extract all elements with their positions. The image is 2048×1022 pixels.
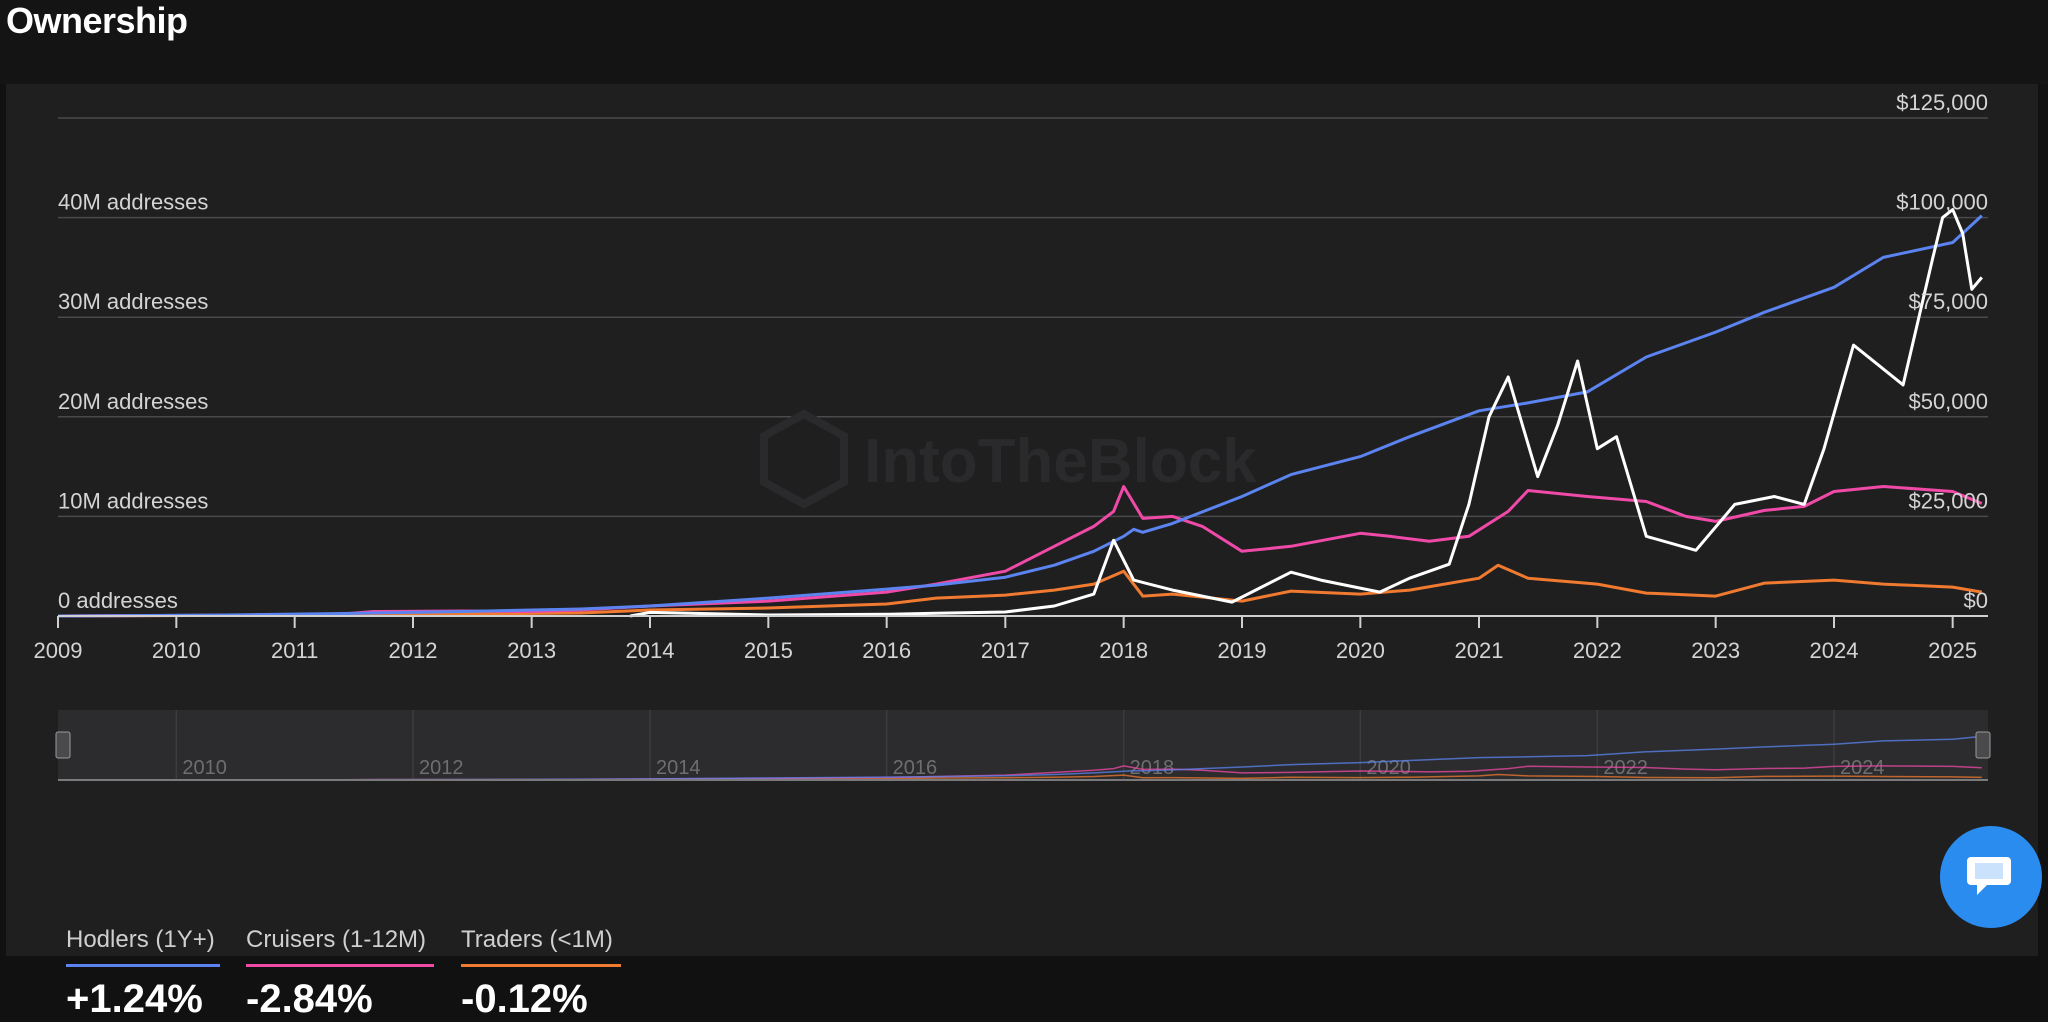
- navigator-tick-label: 2012: [419, 757, 464, 779]
- x-tick-label: 2011: [271, 638, 318, 663]
- x-tick-label: 2018: [1099, 638, 1148, 663]
- x-tick-label: 2019: [1218, 638, 1267, 663]
- ownership-chart: IntoTheBlock $0 $25,000 $50,000 $75,000 $100…: [34, 90, 1991, 781]
- navigator-tick-label: 2010: [182, 757, 227, 779]
- page-title: Ownership: [6, 0, 188, 41]
- legend-item-cruisers[interactable]: Cruisers (1-12M) -2.84%: [246, 926, 434, 1022]
- series-line-price: [629, 208, 1983, 618]
- y-right-tick-label: $125,000: [1896, 90, 1988, 115]
- watermark-text: IntoTheBlock: [864, 427, 1257, 496]
- legend-line: [461, 964, 621, 967]
- x-tick-label: 2010: [152, 638, 201, 663]
- legend-label: Hodlers (1Y+): [66, 926, 215, 953]
- watermark-logo-icon: [760, 409, 848, 509]
- legend-change: +1.24%: [66, 977, 203, 1021]
- y-left-tick-label: 0 addresses: [58, 588, 178, 613]
- navigator-tick-label: 2018: [1130, 757, 1175, 779]
- x-tick-label: 2012: [389, 638, 438, 663]
- x-tick-label: 2017: [981, 638, 1030, 663]
- chart-panel: IntoTheBlock $0 $25,000 $50,000 $75,000 $100…: [6, 84, 2038, 1021]
- x-tick-label: 2023: [1691, 638, 1740, 663]
- navigator-tick-label: 2024: [1840, 757, 1885, 779]
- navigator-right-handle[interactable]: [1975, 731, 1991, 759]
- chat-bubble-icon: [1967, 857, 2011, 895]
- navigator-series-line: [57, 735, 1982, 781]
- legend-item-hodlers[interactable]: Hodlers (1Y+) +1.24%: [66, 926, 220, 1022]
- x-tick-label: 2016: [862, 638, 911, 663]
- chat-button[interactable]: [1940, 826, 2042, 928]
- y-right-tick-label: $25,000: [1908, 488, 1988, 513]
- navigator-left-handle[interactable]: [55, 731, 71, 759]
- y-left-tick-label: 30M addresses: [58, 289, 208, 314]
- x-tick-label: 2020: [1336, 638, 1385, 663]
- legend-label: Traders (<1M): [461, 926, 613, 953]
- legend-label: Cruisers (1-12M): [246, 926, 427, 953]
- x-tick-label: 2013: [507, 638, 556, 663]
- legend-change: -0.12%: [461, 977, 588, 1021]
- series-line-hodlers-1y: [57, 214, 1983, 618]
- y-right-tick-label: $100,000: [1896, 190, 1988, 215]
- navigator-series-line: [57, 773, 1982, 781]
- x-tick-label: 2014: [626, 638, 675, 663]
- legend-change: -2.84%: [246, 977, 373, 1021]
- navigator-tick-label: 2016: [893, 757, 938, 779]
- x-tick-label: 2025: [1928, 638, 1977, 663]
- y-right-tick-label: $75,000: [1908, 289, 1988, 314]
- x-tick-label: 2021: [1455, 638, 1504, 663]
- navigator-tick-label: 2014: [656, 757, 701, 779]
- x-tick-label: 2015: [744, 638, 793, 663]
- x-tick-label: 2024: [1810, 638, 1859, 663]
- page-header: Ownership: [0, 0, 2048, 84]
- y-left-tick-label: 10M addresses: [58, 488, 208, 513]
- x-tick-label: 2022: [1573, 638, 1622, 663]
- y-right-tick-label: $50,000: [1908, 389, 1988, 414]
- series-line-traders-1m: [57, 563, 1983, 618]
- legend-line: [66, 964, 220, 967]
- y-left-tick-label: 40M addresses: [58, 190, 208, 215]
- legend-line: [246, 964, 434, 967]
- y-right-tick-label: $0: [1964, 588, 1988, 613]
- y-left-tick-label: 20M addresses: [58, 389, 208, 414]
- legend-item-traders[interactable]: Traders (<1M) -0.12%: [461, 926, 621, 1022]
- x-tick-label: 2009: [34, 638, 83, 663]
